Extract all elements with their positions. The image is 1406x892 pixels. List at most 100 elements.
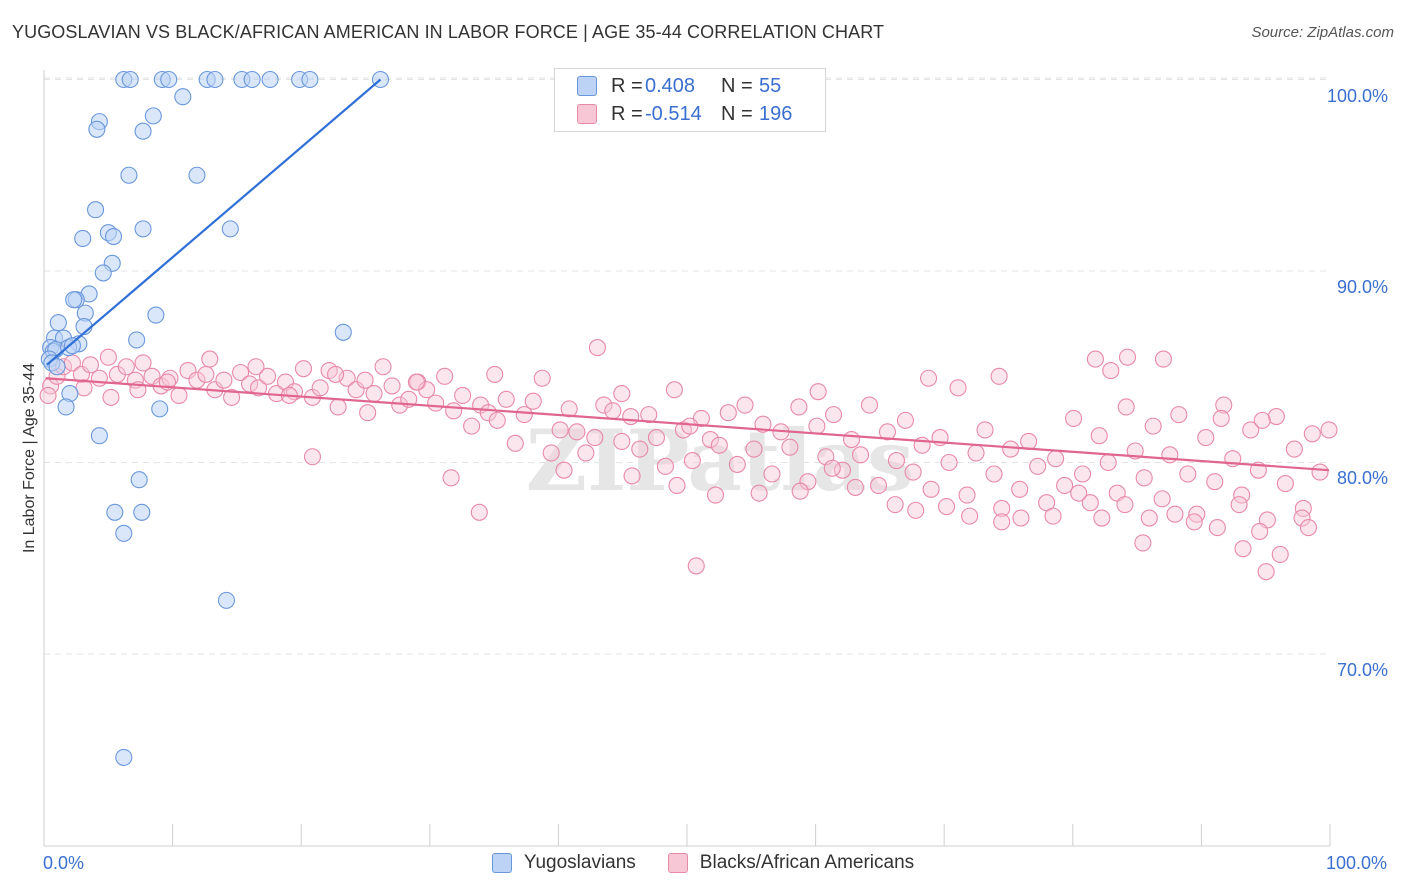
- data-point-black: [327, 365, 345, 383]
- data-point-black: [1081, 494, 1099, 512]
- data-point-black: [303, 448, 322, 466]
- data-point-black: [736, 396, 754, 414]
- data-point-black: [631, 440, 649, 458]
- data-point-black: [201, 350, 219, 368]
- blue-swatch-icon: [577, 76, 597, 96]
- data-point-black: [258, 367, 277, 385]
- data-point-black: [869, 476, 888, 495]
- data-point-black: [1166, 505, 1184, 523]
- data-point-black: [1118, 348, 1137, 366]
- data-point-black: [701, 430, 719, 449]
- pink-swatch-icon: [667, 853, 688, 873]
- data-point-black: [949, 379, 967, 397]
- legend-label: Yugoslavians: [523, 852, 636, 873]
- data-point-black: [990, 367, 1008, 385]
- data-point-black: [896, 411, 914, 429]
- n-label: N =: [721, 74, 753, 97]
- data-point-yugoslavian: [174, 88, 192, 106]
- data-point-black: [1065, 409, 1083, 428]
- data-point-black: [842, 430, 861, 449]
- data-point-black: [1102, 362, 1120, 380]
- data-point-black: [1253, 411, 1271, 429]
- data-point-black: [102, 388, 120, 406]
- data-point-black: [445, 402, 463, 420]
- data-point-black: [463, 417, 481, 435]
- data-point-black: [329, 398, 347, 416]
- data-point-black: [823, 459, 841, 477]
- data-point-black: [1251, 522, 1269, 540]
- data-point-black: [846, 478, 864, 496]
- data-point-black: [940, 453, 958, 472]
- data-point-black: [1242, 421, 1260, 439]
- data-point-black: [640, 406, 658, 424]
- data-point-black: [1303, 425, 1321, 443]
- data-point-yugoslavian: [115, 748, 133, 766]
- data-point-black: [560, 400, 578, 418]
- data-point-black: [922, 480, 940, 498]
- x-tick-label-100: 100.0%: [1326, 853, 1388, 873]
- data-point-black: [197, 365, 215, 383]
- data-point-yugoslavian: [115, 524, 133, 542]
- data-point-black: [247, 358, 265, 376]
- data-point-black: [719, 404, 737, 422]
- data-point-black: [1208, 519, 1226, 537]
- data-point-black: [383, 377, 401, 395]
- data-point-black: [1293, 509, 1311, 527]
- y-tick-label-90: 90.0%: [1337, 277, 1389, 297]
- data-point-black: [524, 392, 542, 410]
- series-legend: Yugoslavians Blacks/African Americans: [0, 852, 1406, 874]
- data-point-black: [250, 379, 268, 397]
- data-point-black: [623, 467, 641, 485]
- data-point-black: [1029, 457, 1047, 475]
- data-point-black: [763, 465, 781, 483]
- data-point-black: [1212, 409, 1230, 428]
- y-tick-label-80: 80.0%: [1337, 468, 1389, 488]
- data-point-yugoslavian: [88, 120, 106, 138]
- data-point-black: [1299, 519, 1318, 537]
- trend-line-blacks: [45, 377, 1330, 472]
- data-point-yugoslavian: [160, 70, 178, 89]
- data-point-black: [1074, 465, 1092, 483]
- data-point-black: [170, 386, 188, 405]
- data-point-black: [791, 482, 809, 500]
- data-point-black: [1153, 490, 1171, 508]
- data-point-yugoslavian: [48, 358, 66, 376]
- data-point-yugoslavian: [130, 471, 148, 489]
- data-point-black: [808, 417, 826, 435]
- data-point-black: [1070, 484, 1088, 502]
- data-point-yugoslavian: [63, 337, 82, 355]
- y-tick-label-100: 100.0%: [1327, 86, 1389, 106]
- data-point-black: [745, 440, 763, 458]
- data-point-black: [681, 417, 699, 435]
- data-point-black: [81, 356, 99, 374]
- legend-item-yugoslavians[interactable]: Yugoslavians: [491, 852, 636, 874]
- data-point-black: [407, 373, 425, 391]
- data-point-black: [976, 421, 994, 439]
- data-point-black: [1311, 463, 1329, 481]
- data-point-yugoslavian: [188, 166, 206, 184]
- data-point-black: [506, 434, 524, 452]
- data-point-black: [1185, 513, 1203, 531]
- y-axis-title: In Labor Force | Age 35-44: [21, 362, 38, 554]
- data-point-black: [750, 484, 768, 502]
- data-point-black: [878, 423, 897, 441]
- n-value: 55: [759, 74, 782, 97]
- data-point-black: [442, 469, 460, 487]
- data-point-black: [1285, 440, 1303, 458]
- data-point-black: [967, 444, 985, 462]
- data-point-black: [790, 398, 808, 416]
- legend-label: Blacks/African Americans: [699, 852, 915, 873]
- data-point-black: [1116, 496, 1134, 514]
- data-point-black: [683, 452, 701, 470]
- data-point-yugoslavian: [134, 220, 152, 238]
- data-point-black: [622, 407, 640, 426]
- data-point-black: [919, 369, 938, 387]
- r-value: 0.408: [645, 74, 696, 97]
- data-point-black: [809, 383, 827, 401]
- source-label: Source: ZipAtlas.com: [1251, 24, 1394, 41]
- data-point-black: [454, 386, 472, 405]
- data-point-black: [706, 486, 725, 504]
- data-point-black: [834, 461, 852, 479]
- legend-item-blacks[interactable]: Blacks/African Americans: [667, 852, 915, 874]
